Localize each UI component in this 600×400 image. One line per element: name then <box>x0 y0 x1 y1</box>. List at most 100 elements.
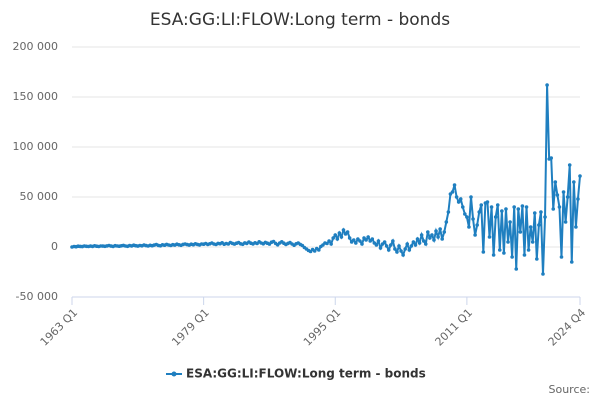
point <box>384 244 389 248</box>
chart-title: ESA:GG:LI:FLOW:Long term - bonds <box>150 10 450 30</box>
point <box>327 239 331 243</box>
point <box>458 197 463 201</box>
point <box>364 238 368 242</box>
x-tick-label: 2011 Q1 <box>433 306 476 349</box>
point <box>395 250 399 254</box>
point <box>351 238 356 242</box>
point <box>497 248 502 252</box>
point <box>341 228 346 232</box>
point <box>347 236 352 240</box>
point <box>417 241 422 245</box>
point <box>553 180 558 184</box>
point <box>452 183 457 187</box>
point <box>337 231 342 235</box>
point <box>516 207 521 211</box>
point <box>524 205 529 209</box>
point <box>475 223 479 227</box>
point <box>485 200 490 204</box>
point <box>434 229 438 233</box>
point <box>539 210 543 214</box>
point <box>555 193 560 197</box>
point <box>345 230 350 234</box>
point <box>489 205 494 209</box>
point <box>428 236 432 240</box>
point <box>413 243 418 247</box>
point <box>339 235 344 239</box>
point <box>549 156 554 160</box>
point <box>331 236 335 240</box>
point <box>366 235 370 239</box>
point <box>543 215 547 219</box>
point <box>469 195 473 199</box>
point <box>333 233 338 237</box>
point <box>442 230 447 234</box>
y-tick-label: -50 000 <box>16 290 58 303</box>
point <box>454 195 459 199</box>
legend-label: ESA:GG:LI:FLOW:Long term - bonds <box>186 367 426 381</box>
y-tick-label: 100 000 <box>13 140 59 153</box>
point <box>502 251 506 255</box>
point <box>415 237 420 241</box>
point <box>393 247 397 251</box>
point <box>360 242 364 246</box>
point <box>541 272 545 276</box>
point <box>510 255 514 259</box>
point <box>370 237 375 241</box>
point <box>520 204 525 208</box>
point <box>576 197 580 201</box>
point <box>401 253 405 257</box>
x-tick-label: 2024 Q4 <box>546 306 589 349</box>
point <box>528 225 533 229</box>
point <box>456 200 461 204</box>
point <box>419 233 424 237</box>
x-tick-label: 1979 Q1 <box>169 306 212 349</box>
point <box>440 237 445 241</box>
point <box>407 248 412 252</box>
point <box>411 240 416 244</box>
point <box>450 190 455 194</box>
point <box>567 163 572 167</box>
y-tick-label: 150 000 <box>13 90 59 103</box>
point <box>535 257 539 261</box>
point <box>465 215 469 219</box>
point <box>512 205 516 209</box>
point <box>508 220 512 224</box>
point <box>551 207 556 211</box>
point <box>578 174 582 178</box>
point <box>354 241 358 245</box>
point <box>444 220 449 224</box>
point <box>487 235 492 239</box>
point <box>421 239 426 243</box>
point <box>481 250 486 254</box>
point <box>495 203 500 207</box>
point <box>522 253 527 257</box>
point <box>559 255 564 259</box>
point <box>430 233 434 237</box>
point <box>504 207 508 211</box>
point <box>432 238 436 242</box>
point <box>493 215 498 219</box>
point <box>312 249 317 253</box>
point <box>405 242 410 246</box>
point <box>532 211 537 215</box>
point <box>518 230 523 234</box>
y-tick-label: 0 <box>51 240 58 253</box>
point <box>382 240 387 244</box>
point <box>561 190 566 194</box>
point <box>569 260 574 264</box>
y-tick-label: 50 000 <box>20 190 59 203</box>
point <box>545 83 549 87</box>
point <box>378 246 383 250</box>
point <box>479 203 484 207</box>
point <box>388 243 393 247</box>
point <box>409 244 414 248</box>
point <box>537 223 541 227</box>
point <box>317 248 321 252</box>
legend-marker <box>171 371 177 377</box>
point <box>391 239 395 243</box>
point <box>467 225 471 229</box>
point <box>423 242 428 246</box>
point <box>473 233 477 237</box>
point <box>438 227 442 231</box>
